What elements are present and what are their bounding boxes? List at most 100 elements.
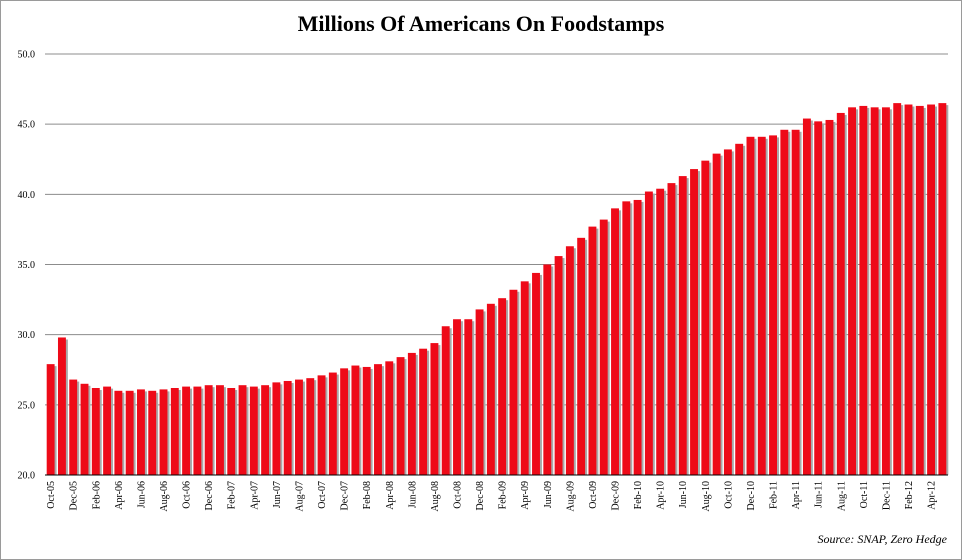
- bar: [915, 105, 924, 475]
- x-tick-label: Apr-10: [656, 481, 667, 510]
- x-tick-label: Oct-06: [182, 481, 193, 509]
- bar: [351, 365, 360, 475]
- x-tick-label: Apr-08: [385, 481, 396, 510]
- bar: [317, 375, 326, 475]
- bar: [238, 385, 247, 475]
- x-tick-label: Apr-09: [520, 481, 531, 510]
- bar: [927, 104, 936, 476]
- bar: [814, 121, 823, 476]
- bar: [757, 136, 766, 475]
- x-tick-label: Apr-06: [114, 481, 125, 510]
- y-tick-label: 40.0: [18, 190, 36, 201]
- bar: [656, 188, 665, 475]
- bar: [385, 361, 394, 475]
- bar: [204, 385, 213, 475]
- x-tick-label: Feb-12: [904, 481, 915, 509]
- bar: [69, 379, 78, 475]
- bar: [667, 183, 676, 475]
- bar: [723, 149, 732, 475]
- bar: [193, 386, 202, 475]
- y-tick-label: 30.0: [18, 330, 36, 341]
- x-tick-label: Aug-06: [159, 481, 170, 512]
- x-tick-label: Jun-11: [814, 481, 825, 508]
- bar: [374, 364, 382, 475]
- x-tick-label: Jun-09: [543, 481, 554, 508]
- bar: [306, 378, 315, 475]
- x-tick-label: Apr-12: [927, 481, 938, 510]
- chart-title: Millions Of Americans On Foodstamps: [297, 11, 665, 36]
- bar: [599, 219, 608, 475]
- bar: [114, 390, 123, 475]
- y-tick-label: 25.0: [18, 400, 36, 411]
- bar: [836, 112, 845, 475]
- bar: [565, 246, 574, 475]
- bar: [859, 105, 868, 475]
- bar: [182, 386, 191, 475]
- bar: [746, 136, 755, 475]
- bar: [80, 383, 89, 475]
- bar: [611, 208, 619, 475]
- bar: [791, 129, 800, 475]
- x-tick-label: Aug-08: [430, 481, 441, 512]
- bar: [46, 364, 55, 475]
- bar: [554, 256, 563, 475]
- x-tick-label: Feb-08: [362, 481, 373, 509]
- bar: [57, 337, 66, 475]
- x-tick-label: Oct-08: [452, 481, 463, 509]
- bar: [295, 379, 303, 475]
- bar: [340, 368, 349, 475]
- y-tick-label: 50.0: [18, 50, 36, 61]
- bar: [464, 319, 473, 475]
- bar: [419, 348, 428, 475]
- bar: [622, 201, 631, 475]
- x-tick-label: Oct-09: [588, 481, 599, 509]
- bar: [103, 386, 112, 475]
- bar: [769, 135, 777, 476]
- source-note: Source: SNAP, Zero Hedge: [817, 532, 947, 546]
- bar: [227, 387, 236, 475]
- bar: [678, 176, 687, 475]
- bar: [453, 319, 461, 475]
- bar: [712, 153, 721, 476]
- bar: [249, 386, 258, 475]
- x-tick-label: Oct-05: [46, 481, 57, 509]
- bar: [509, 289, 518, 475]
- x-tick-label: Dec-07: [340, 481, 351, 510]
- bar: [543, 264, 552, 475]
- bar: [633, 199, 642, 476]
- bar: [430, 343, 439, 475]
- bar: [520, 281, 529, 475]
- x-tick-label: Oct-10: [723, 481, 734, 509]
- bar: [125, 390, 134, 475]
- x-tick-label: Feb-07: [227, 481, 238, 509]
- bar: [825, 119, 834, 475]
- bar: [328, 372, 337, 475]
- bar: [170, 387, 179, 475]
- bar: [588, 226, 597, 475]
- bar: [407, 352, 416, 475]
- x-tick-label: Aug-07: [294, 481, 305, 512]
- x-tick-label: Aug-09: [565, 481, 576, 512]
- bar: [735, 143, 744, 475]
- x-tick-label: Feb-09: [498, 481, 509, 509]
- bar: [486, 303, 495, 475]
- x-tick-label: Jun-07: [272, 481, 283, 508]
- bar: [261, 385, 270, 475]
- x-tick-label: Dec-08: [475, 481, 486, 510]
- x-tick-label: Feb-11: [769, 481, 780, 509]
- x-tick-label: Dec-10: [746, 481, 757, 510]
- bar: [848, 107, 857, 476]
- bar: [690, 169, 698, 475]
- bar: [136, 389, 145, 475]
- x-tick-label: Apr-11: [791, 481, 802, 509]
- bar: [893, 103, 902, 475]
- x-tick-label: Jun-10: [678, 481, 689, 508]
- y-tick-label: 20.0: [18, 471, 36, 482]
- x-tick-label: Dec-06: [204, 481, 215, 510]
- bar: [272, 382, 281, 475]
- bar: [148, 390, 157, 475]
- y-tick-label: 45.0: [18, 120, 36, 131]
- bar: [938, 103, 947, 475]
